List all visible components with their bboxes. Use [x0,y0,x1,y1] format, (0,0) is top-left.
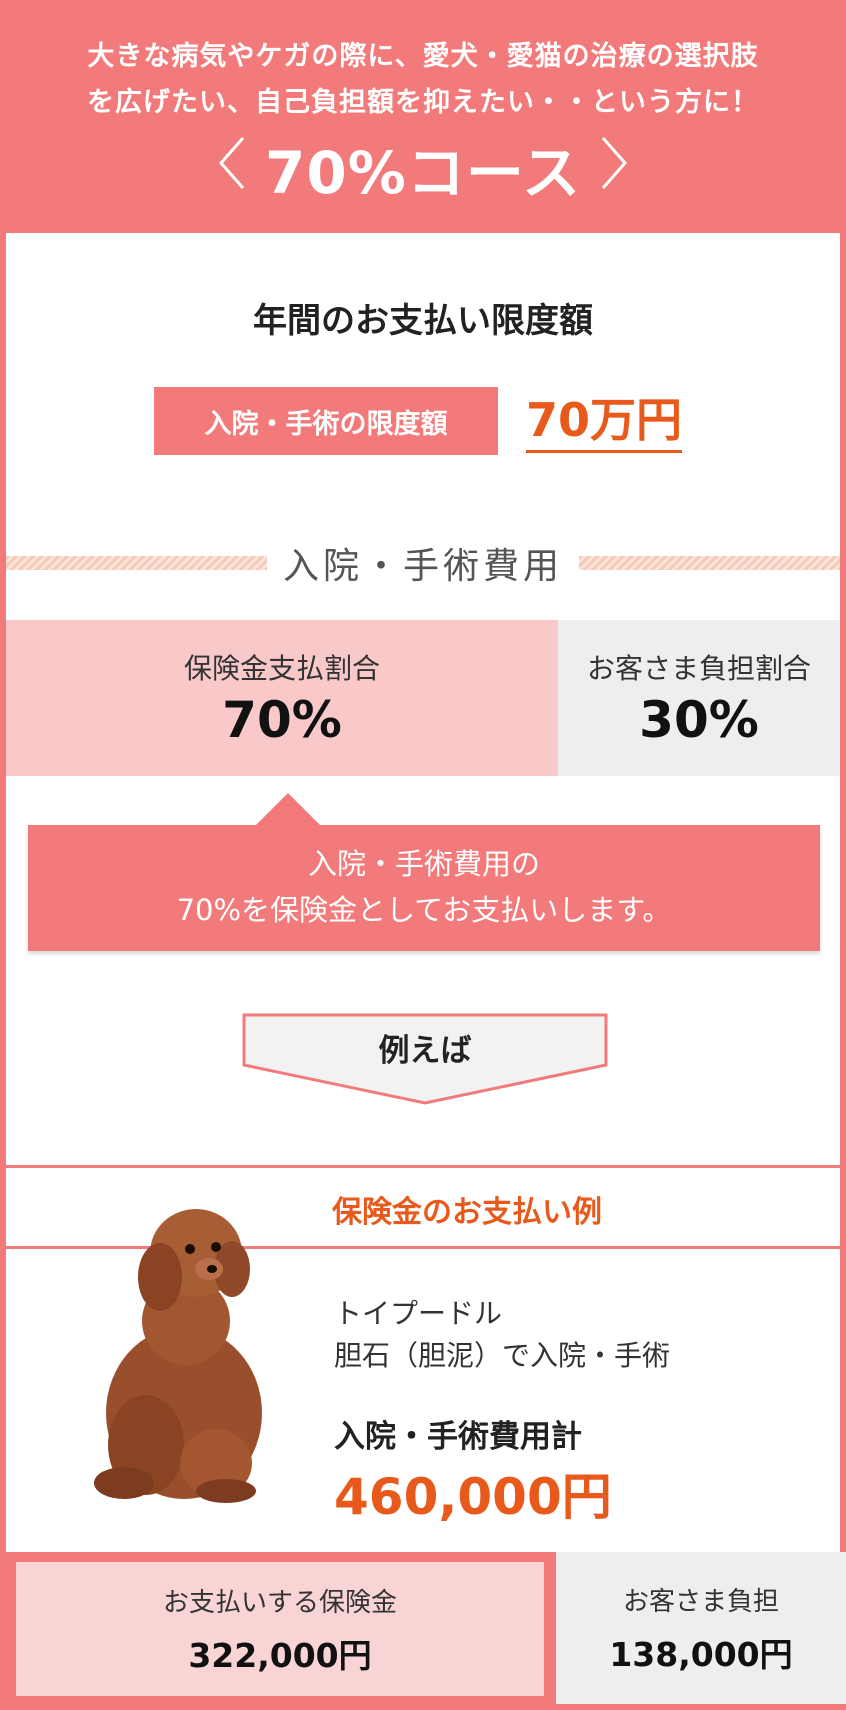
intro-line-2: を広げたい、自己負担額を抑えたい・・という方に！ [87,87,759,118]
example-arrow-label: 例えば [378,1033,472,1069]
divider-line-right [579,556,841,570]
callout-line-2: 70%を保険金としてお支払いします。 [176,893,672,927]
example-total-value: 460,000円 [334,1468,612,1526]
callout-line-1: 入院・手術費用の [307,847,540,881]
course-title-row: 70%コース [0,128,846,208]
example-breed: トイプードル [334,1297,503,1330]
insurance-ratio-value: 70% [222,691,342,749]
main-panel: 年間のお支払い限度額 入院・手術の限度額 70万円 入院・手術費用 保険金支払割… [6,233,841,1710]
example-header-band [6,1165,840,1249]
section-divider: 入院・手術費用 [6,533,841,593]
limit-amount: 70万円 [526,390,683,453]
customer-burden-label: お客さま負担 [622,1586,779,1617]
customer-burden-value: 138,000円 [609,1634,793,1674]
customer-ratio: お客さま負担割合 30% [558,620,840,776]
example-pet-info: トイプードル 胆石（胆泥）で入院・手術 [334,1293,670,1377]
paid-insurance-value: 322,000円 [188,1635,372,1675]
header-intro: 大きな病気やケガの際に、愛犬・愛猫の治療の選択肢 を広げたい、自己負担額を抑えた… [40,34,806,126]
insurance-ratio-label: 保険金支払割合 [183,652,380,685]
course-header: 大きな病気やケガの際に、愛犬・愛猫の治療の選択肢 を広げたい、自己負担額を抑えた… [0,0,846,233]
limit-heading: 年間のお支払い限度額 [253,301,593,341]
paid-insurance: お支払いする保険金 322,000円 [16,1562,544,1696]
limit-row: 入院・手術の限度額 70万円 [154,385,683,457]
toy-poodle-photo [94,1209,262,1503]
example-arrow-shape [242,1013,608,1105]
chevron-right-icon[interactable] [599,135,629,202]
callout-tip [256,793,320,825]
section-title: 入院・手術費用 [283,546,564,587]
example-condition: 胆石（胆泥）で入院・手術 [334,1339,671,1372]
customer-ratio-label: お客さま負担割合 [586,652,811,685]
example-total-label: 入院・手術費用計 [334,1419,582,1455]
customer-ratio-value: 30% [639,691,759,749]
example-title: 保険金のお支払い例 [332,1195,602,1230]
result-row: お支払いする保険金 322,000円 お客さま負担 138,000円 [0,1552,846,1710]
limit-label: 入院・手術の限度額 [154,387,498,455]
divider-line-left [6,556,267,570]
paid-insurance-label: お支払いする保険金 [162,1587,397,1618]
callout: 入院・手術費用の 70%を保険金としてお支払いします。 [28,825,820,951]
intro-line-1: 大きな病気やケガの際に、愛犬・愛猫の治療の選択肢 [87,41,759,72]
chevron-left-icon[interactable] [217,135,247,202]
customer-burden: お客さま負担 138,000円 [556,1552,846,1704]
insurance-ratio: 保険金支払割合 70% [6,620,558,776]
ratio-box: 保険金支払割合 70% お客さま負担割合 30% [6,620,840,776]
course-title: 70%コース [265,139,581,207]
